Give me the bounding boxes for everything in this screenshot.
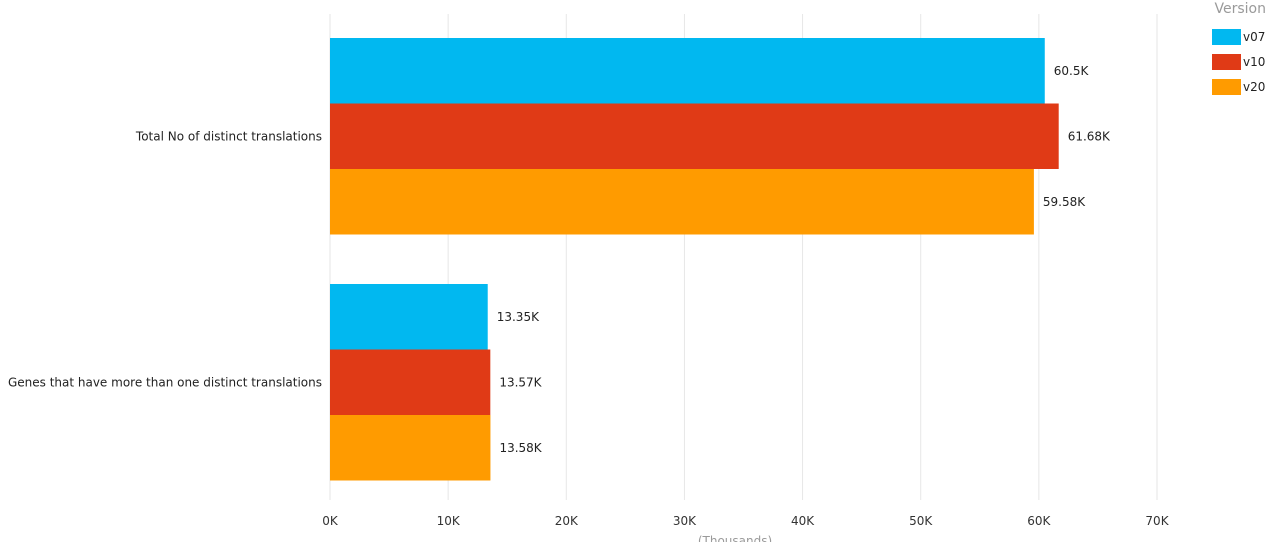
- legend-swatch-v10[interactable]: [1212, 54, 1241, 70]
- category-label: Genes that have more than one distinct t…: [8, 375, 322, 389]
- legend[interactable]: Version v07 v10 v20: [1212, 1, 1266, 95]
- x-tick-label: 0K: [322, 514, 339, 528]
- legend-title: Version: [1215, 1, 1266, 17]
- x-tick-label: 30K: [673, 514, 697, 528]
- bar-v20[interactable]: [330, 169, 1034, 235]
- data-label: 59.58K: [1043, 195, 1086, 209]
- x-tick-label: 10K: [437, 514, 461, 528]
- legend-swatch-v07[interactable]: [1212, 29, 1241, 45]
- legend-label-v20[interactable]: v20: [1243, 80, 1265, 94]
- category-labels: Total No of distinct translations Genes t…: [8, 129, 322, 389]
- bar-v10[interactable]: [330, 349, 491, 416]
- x-tick-label: 50K: [909, 514, 933, 528]
- legend-swatch-v20[interactable]: [1212, 79, 1241, 95]
- data-label: 61.68K: [1068, 129, 1111, 143]
- bars: 60.5K 61.68K 59.58K 13.35K 13.57K 13.58K: [330, 38, 1111, 481]
- x-tick-label: 60K: [1027, 514, 1051, 528]
- data-label: 13.35K: [497, 310, 540, 324]
- data-label: 13.57K: [499, 375, 542, 389]
- x-tick-label: 40K: [791, 514, 815, 528]
- data-label: 60.5K: [1054, 64, 1090, 78]
- x-tick-label: 20K: [555, 514, 579, 528]
- bar-v07[interactable]: [330, 284, 488, 350]
- bar-v20[interactable]: [330, 415, 491, 481]
- legend-label-v07[interactable]: v07: [1243, 30, 1265, 44]
- legend-label-v10[interactable]: v10: [1243, 55, 1265, 69]
- bar-v10[interactable]: [330, 103, 1059, 170]
- x-axis-title: (Thousands): [698, 534, 772, 542]
- data-label: 13.58K: [499, 441, 542, 455]
- category-label: Total No of distinct translations: [135, 129, 322, 143]
- bar-v07[interactable]: [330, 38, 1045, 104]
- x-tick-label: 70K: [1145, 514, 1169, 528]
- x-axis: 0K 10K 20K 30K 40K 50K 60K 70K: [322, 514, 1169, 528]
